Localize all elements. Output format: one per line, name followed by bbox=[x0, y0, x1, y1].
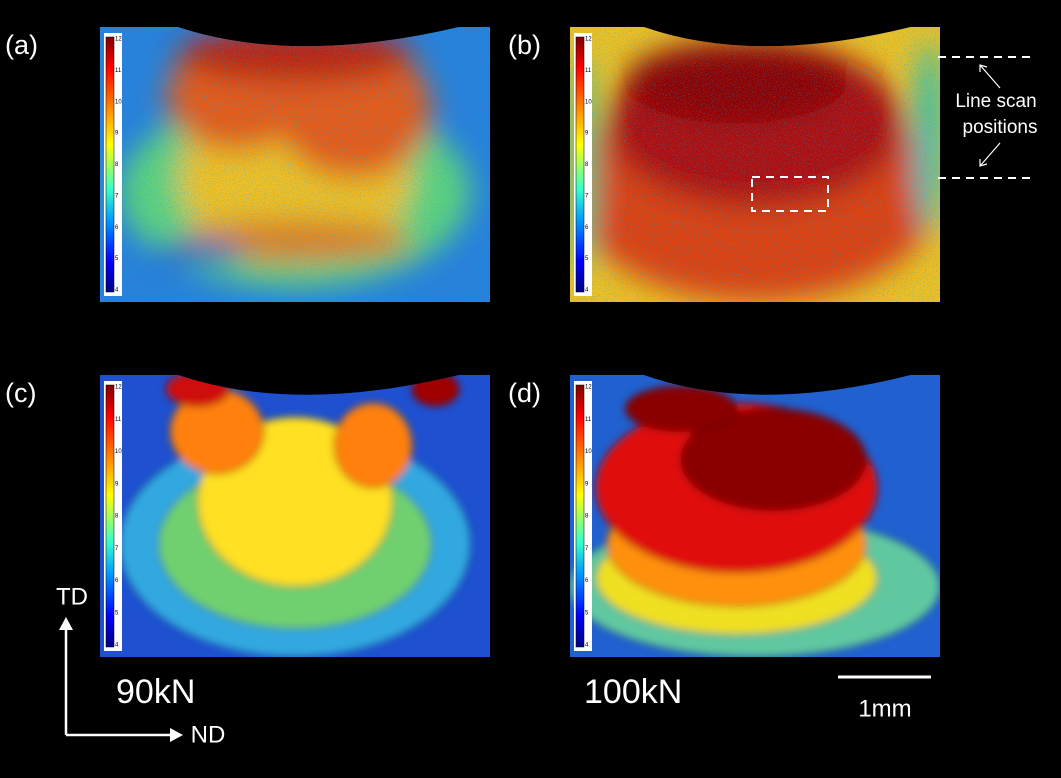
colorbar-tick-label: 11 bbox=[585, 68, 592, 74]
map-region bbox=[166, 372, 228, 406]
map-panel bbox=[100, 372, 490, 657]
map-panel bbox=[100, 27, 490, 302]
colorbar-tick-label: 11 bbox=[585, 417, 592, 423]
figure: Line scan positions 90kN 100kN 1mm TD ND… bbox=[0, 0, 1061, 778]
maps bbox=[100, 27, 944, 657]
panel-label: (a) bbox=[5, 30, 38, 60]
map-region bbox=[412, 372, 459, 406]
colorbar-tick-label: 10 bbox=[115, 449, 122, 455]
td-label: TD bbox=[56, 583, 88, 610]
colorbar-tick-label: 12 bbox=[115, 385, 122, 391]
nd-label: ND bbox=[191, 721, 226, 748]
colorbar-scale bbox=[576, 385, 584, 647]
load-label: 100kN bbox=[584, 673, 682, 711]
map-panel bbox=[570, 375, 940, 657]
scale-bar-label: 1mm bbox=[858, 695, 911, 722]
panel-label: (d) bbox=[508, 378, 541, 408]
map-panel bbox=[566, 27, 943, 302]
colorbar-tick-label: 10 bbox=[115, 99, 122, 105]
colorbar-tick-label: 12 bbox=[585, 385, 592, 391]
colorbar-scale bbox=[106, 385, 114, 647]
colorbar-tick-label: 10 bbox=[585, 99, 592, 105]
colorbar-scale bbox=[576, 37, 584, 292]
load-label: 90kN bbox=[116, 673, 195, 711]
colorbar-tick-label: 10 bbox=[585, 449, 592, 455]
map-region bbox=[626, 386, 737, 431]
panel-label: (c) bbox=[5, 378, 36, 408]
colorbar-tick-label: 12 bbox=[585, 37, 592, 43]
colorbar-tick-label: 11 bbox=[115, 417, 122, 423]
map-region bbox=[334, 403, 412, 488]
line-scan-arrows bbox=[980, 65, 1000, 166]
line-scan-label: positions bbox=[963, 117, 1038, 138]
colorbar-tick-label: 11 bbox=[115, 68, 122, 74]
colorbar-scale bbox=[106, 37, 114, 292]
colorbar-tick-label: 12 bbox=[115, 37, 122, 43]
line-scan-label: Line scan bbox=[955, 91, 1036, 112]
map-noise bbox=[100, 27, 490, 302]
map-noise bbox=[570, 27, 940, 302]
panel-label: (b) bbox=[508, 30, 541, 60]
